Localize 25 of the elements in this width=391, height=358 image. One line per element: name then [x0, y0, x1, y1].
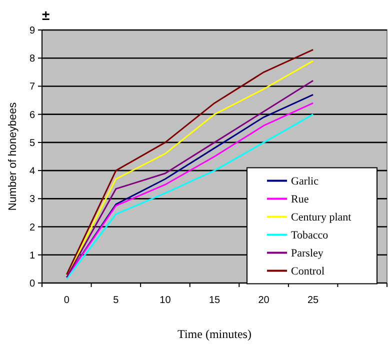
y-tick-label: 6: [29, 110, 36, 121]
x-tick-label: 25: [308, 295, 320, 306]
x-axis-title: Time (minutes): [178, 327, 252, 341]
x-tick-label: 5: [113, 295, 120, 306]
y-tick-label: 8: [29, 54, 36, 65]
x-tick-label: 0: [64, 295, 70, 306]
legend-label: Garlic: [291, 176, 319, 188]
text: ±: [42, 7, 50, 23]
y-tick-label: 7: [29, 82, 36, 93]
legend-label: Rue: [291, 194, 309, 206]
legend-label: Century plant: [291, 212, 352, 224]
x-tick-label: 20: [258, 295, 270, 306]
x-tick-label: 10: [160, 295, 172, 306]
legend-label: Parsley: [291, 248, 324, 260]
y-tick-label: 1: [29, 250, 36, 262]
y-axis-title: Number of honeybees: [7, 102, 19, 211]
legend-label: Tobacco: [291, 230, 329, 242]
y-tick-label: 3: [29, 194, 36, 206]
y-tick-label: 2: [29, 222, 36, 234]
y-tick-label: 0: [29, 278, 36, 290]
y-tick-label: 4: [29, 166, 36, 178]
legend-label: Control: [291, 266, 325, 278]
x-tick-label: 15: [208, 295, 220, 306]
y-tick-label: 5: [29, 138, 36, 149]
y-tick-label: 9: [29, 26, 36, 36]
